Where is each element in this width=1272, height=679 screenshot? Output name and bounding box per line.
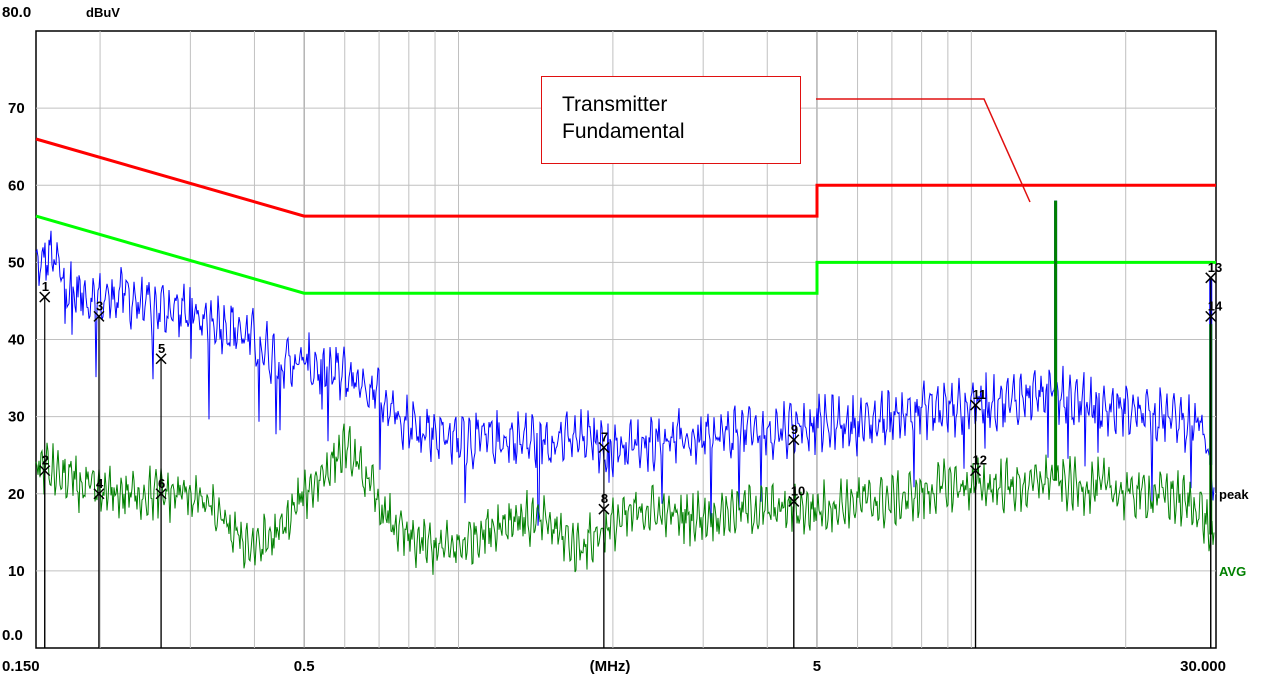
marker-label: 5: [158, 341, 165, 356]
y-tick-label: 20: [8, 486, 25, 503]
x-tick-label: 30.000: [1180, 658, 1226, 675]
annotation-line-1: Transmitter: [562, 91, 685, 118]
y-tick-label: 70: [8, 100, 25, 117]
y-tick-label: 30: [8, 409, 25, 426]
annotation-line-2: Fundamental: [562, 118, 685, 145]
marker-label: 13: [1208, 260, 1222, 275]
annotation-callout: Transmitter Fundamental: [541, 76, 801, 164]
x-tick-label: 0.5: [294, 658, 315, 675]
marker-label: 11: [973, 387, 987, 402]
marker-label: 8: [601, 491, 608, 506]
marker-label: 9: [791, 422, 798, 437]
marker-label: 1: [42, 279, 49, 294]
y-tick-label: 0.0: [2, 627, 23, 644]
x-tick-label: 0.150: [2, 658, 40, 675]
trace-label: AVG: [1219, 564, 1246, 579]
marker-label: 14: [1208, 298, 1223, 313]
y-tick-label: 50: [8, 254, 25, 271]
y-axis-unit: dBuV: [86, 5, 120, 20]
y-tick-label: 80.0: [2, 4, 31, 21]
y-tick-label: 40: [8, 332, 25, 349]
marker-label: 4: [96, 476, 104, 491]
y-tick-label: 60: [8, 177, 25, 194]
x-tick-label: 5: [813, 658, 821, 675]
marker-label: 10: [791, 483, 805, 498]
marker-label: 3: [96, 298, 103, 313]
marker-label: 2: [42, 453, 49, 468]
marker-label: 7: [601, 429, 608, 444]
x-axis-unit: (MHz): [590, 658, 631, 675]
marker-label: 6: [158, 476, 165, 491]
y-tick-label: 10: [8, 563, 25, 580]
trace-label: peak: [1219, 487, 1249, 502]
marker-label: 12: [973, 453, 987, 468]
